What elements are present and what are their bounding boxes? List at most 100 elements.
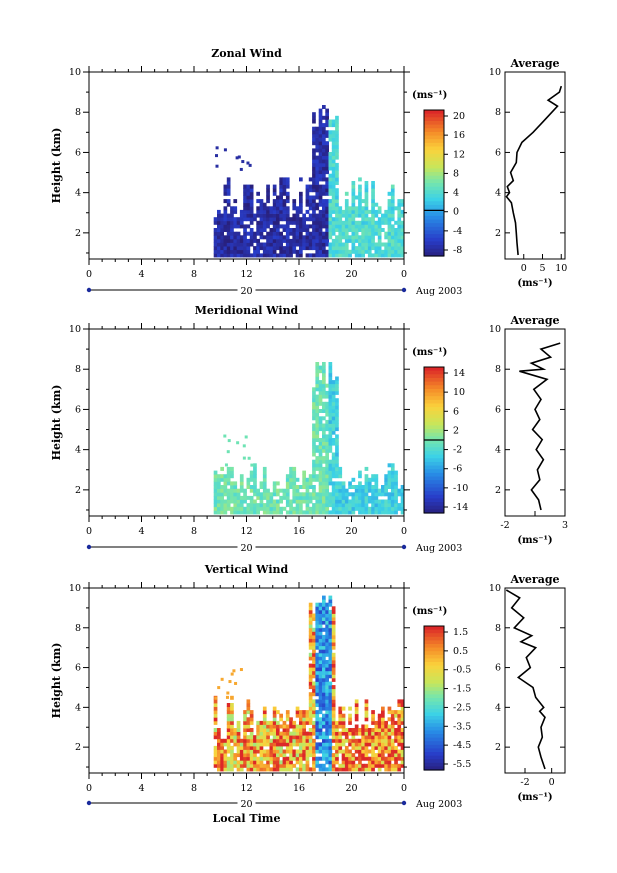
heatmap-cell [239,495,244,500]
heatmap-cell [299,195,303,200]
colorbar-segment [424,458,444,463]
heatmap-cell [285,760,290,765]
heatmap-cell [213,246,218,251]
heatmap-cell [318,202,323,207]
heatmap-cell [315,231,320,236]
heatmap-cell [318,652,323,657]
heatmap-cell [390,209,395,214]
heatmap-cell [226,703,231,707]
heatmap-cell [318,184,323,189]
heatmap-cell [348,720,352,725]
heatmap-cell [387,738,392,743]
heatmap-cell [259,209,264,214]
heatmap-cell [338,735,343,740]
heatmap-cell [374,249,379,254]
heatmap-cell [302,474,306,479]
heatmap-cell [335,767,339,772]
heatmap-cell [387,717,392,722]
heatmap-cell [325,495,329,500]
heatmap-cell [397,763,402,768]
date-suffix: Aug 2003 [415,543,462,554]
heatmap-cell [312,213,316,218]
heatmap-cell [233,242,238,247]
heatmap-cell [217,488,221,493]
heatmap-cell [351,763,356,768]
heatmap-cell [308,506,313,511]
heatmap-cell [236,724,241,729]
heatmap-cell [226,213,231,218]
heatmap-cell [249,474,254,479]
heatmap-cell [341,510,346,515]
heatmap-cell [305,717,310,722]
heatmap-cell [331,144,336,149]
heatmap-cell [335,217,339,222]
heatmap-cell [213,492,218,497]
heatmap-cell [325,130,329,135]
heatmap-cell [354,195,359,200]
heatmap-cell [331,720,336,725]
heatmap-cell [331,634,336,639]
heatmap-cell [249,749,254,754]
colorbar-tick-label: -8 [453,245,462,256]
heatmap-cell [223,220,228,225]
heatmap-cell [315,448,320,453]
heatmap-cell [250,463,254,467]
heatmap-cell [318,441,323,446]
heatmap-cell [213,706,218,711]
heatmap-cell [335,144,339,149]
colorbar-segment [424,124,444,129]
heatmap-cell [394,474,398,479]
heatmap-cell [367,510,372,515]
heatmap-cell [213,510,218,515]
heatmap-cell [351,510,356,515]
heatmap-cell [220,217,224,222]
heatmap-cell [292,756,297,761]
heatmap-cell [338,235,343,240]
heatmap-cell [325,749,329,754]
heatmap-cell [236,231,241,236]
heatmap-cell [262,724,267,729]
heatmap-cell [266,238,270,243]
colorbar-segment [424,139,444,144]
x-tick-label: 4 [138,269,144,280]
heatmap-cell [344,253,349,258]
heatmap-cell [285,503,290,508]
heatmap-cell [348,738,352,743]
heatmap-cell [312,409,316,413]
heatmap-cell [230,749,234,754]
heatmap-cell [266,199,270,204]
heatmap-cell [213,242,218,247]
heatmap-cell [295,249,300,254]
heatmap-cell [397,753,402,758]
heatmap-cell [351,213,356,218]
heatmap-cell [367,220,372,225]
heatmap-cell [390,206,395,211]
heatmap-cell [276,503,280,508]
heatmap-cell [367,253,372,258]
heatmap-cell [318,670,323,675]
heatmap-cell [361,246,365,251]
heatmap-cell [394,470,398,475]
colorbar-segment [424,197,444,202]
heatmap-cell [315,228,320,232]
heatmap-cell [259,728,264,732]
heatmap-cell [253,238,257,243]
heatmap-cell [220,753,224,758]
heatmap-cell [344,224,349,229]
heatmap-cell [315,463,320,468]
heatmap-cell [328,430,333,435]
heatmap-cell [308,217,313,222]
heatmap-cell [305,235,310,240]
heatmap-cell [318,409,323,413]
heatmap-cell [246,495,251,500]
heatmap-cell [341,724,346,729]
heatmap-cell [226,228,231,232]
heatmap-cell [335,126,339,131]
heatmap-cell [315,173,320,178]
heatmap-cell [344,499,349,504]
date-suffix: Aug 2003 [415,799,462,810]
heatmap-cell [226,691,230,695]
heatmap-cell [308,624,313,629]
heatmap-cell [371,238,375,243]
heatmap-cell [276,731,280,736]
